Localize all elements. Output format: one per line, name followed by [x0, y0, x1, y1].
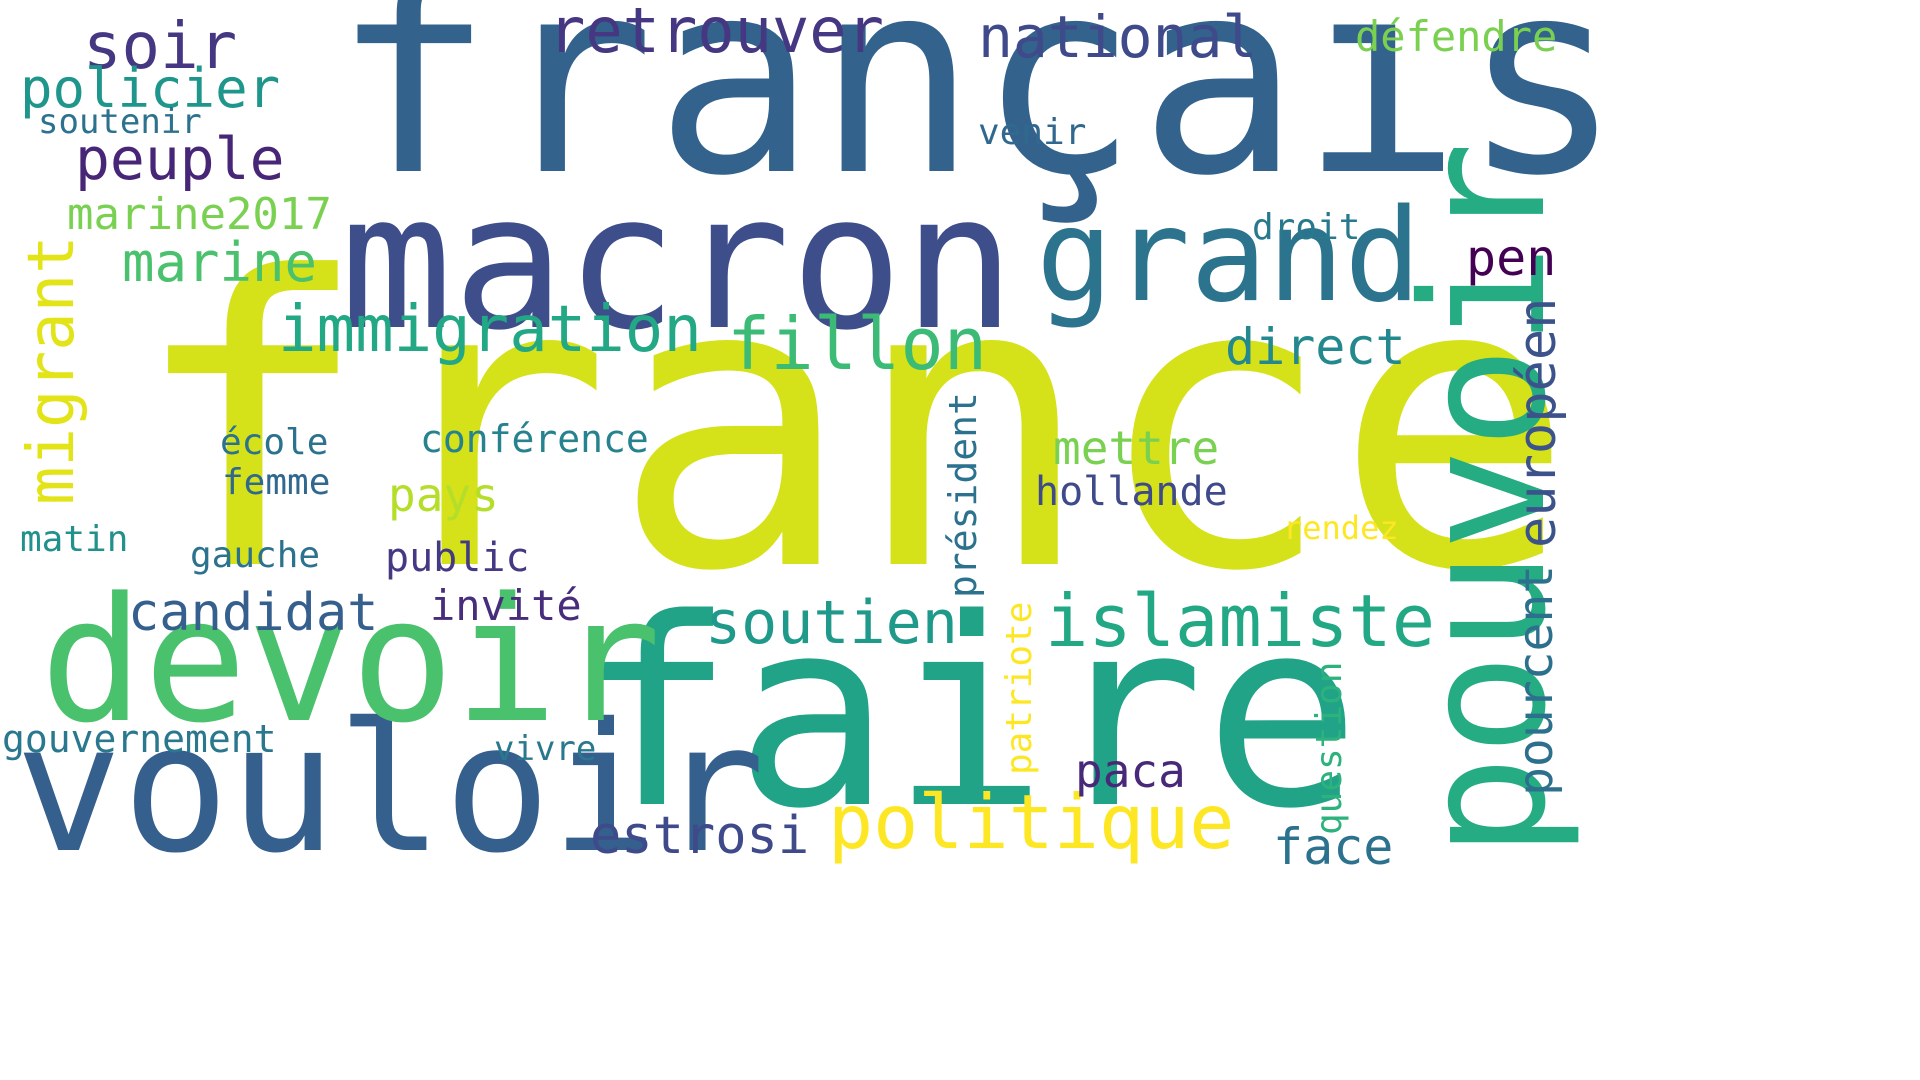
word: retrouver [548, 0, 884, 67]
word: policier [20, 57, 281, 120]
word: politique [828, 778, 1235, 866]
word: vivre [494, 729, 597, 769]
word: matin [20, 519, 129, 560]
word: soutenir [38, 102, 202, 142]
word: soir [83, 10, 238, 84]
word: gouvernement [2, 717, 277, 761]
word: rendez [1283, 509, 1399, 547]
word: patriote [999, 601, 1040, 775]
word: faire [578, 564, 1361, 866]
word: immigration [278, 293, 702, 367]
word: hollande [1035, 469, 1228, 515]
word: direct [1225, 318, 1406, 376]
word: femme [222, 462, 331, 503]
word: face [1273, 818, 1394, 876]
word: marine [122, 231, 318, 294]
word: soutien [705, 588, 958, 658]
word: migrant [15, 235, 89, 505]
word: estrosi [590, 806, 810, 866]
word: conférence [420, 417, 649, 461]
word: fillon [727, 302, 988, 386]
word: paca [1075, 744, 1186, 798]
word: droit [1252, 207, 1361, 248]
word: mettre [1053, 421, 1220, 475]
word: macron [340, 154, 1016, 372]
word: peuple [75, 125, 285, 193]
word: école [220, 422, 329, 463]
word: national [978, 3, 1258, 71]
word: défendre [1355, 12, 1558, 61]
word: français [332, 0, 1623, 235]
word: venir [978, 112, 1087, 153]
word: question [1309, 661, 1350, 835]
word: pays [388, 468, 499, 522]
word: devoir [40, 560, 662, 761]
word: marine2017 [67, 189, 332, 240]
word: vouloir [15, 685, 766, 892]
word: grand [1036, 182, 1422, 331]
word: gauche [190, 535, 321, 576]
word: public [385, 535, 530, 581]
word: pen [1466, 229, 1557, 287]
word: invité [430, 581, 582, 630]
word: européen [1508, 297, 1568, 548]
word: candidat [128, 583, 379, 643]
word: président [941, 392, 985, 598]
word: france [130, 194, 1575, 659]
word: islamiste [1045, 579, 1436, 663]
word: pourcent [1508, 564, 1564, 796]
